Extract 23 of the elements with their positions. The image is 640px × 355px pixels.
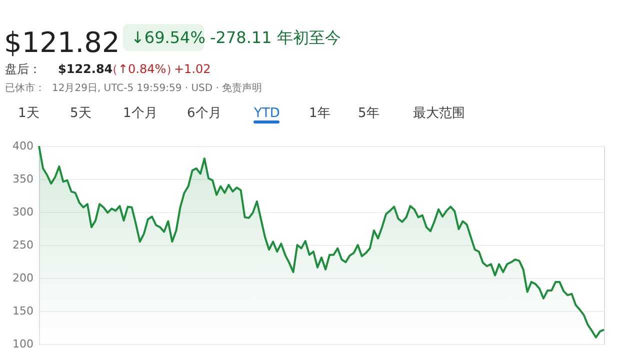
y-tick-label: 300 — [12, 206, 34, 218]
text: 1天 — [18, 106, 40, 121]
text: -278.11 年初至今 — [210, 28, 341, 47]
text: $122.84 — [58, 62, 113, 76]
text: 5天 — [70, 106, 92, 121]
text: 已休市： — [5, 82, 45, 94]
text: 最大范围 — [413, 106, 465, 121]
text: 5年 — [358, 106, 380, 121]
y-tick-label: 400 — [12, 140, 34, 152]
y-tick-label: 200 — [12, 272, 34, 284]
y-tick-label: 100 — [12, 338, 34, 350]
text: 1年 — [309, 106, 330, 121]
text: ↓69.54% — [131, 28, 206, 47]
text: +1.02 — [174, 62, 211, 76]
text: YTD — [253, 106, 280, 121]
chart-title: $121.82 — [4, 26, 120, 59]
text: 12月29日, UTC-5 19:59:59 · USD · 免责声明 — [52, 82, 262, 94]
text: 6个月 — [187, 106, 222, 121]
text: 盘后： — [5, 62, 41, 76]
y-tick-label: 250 — [12, 238, 34, 252]
y-tick-label: 350 — [12, 172, 34, 186]
text: 1个月 — [123, 106, 158, 121]
y-tick-label: 150 — [12, 304, 34, 318]
